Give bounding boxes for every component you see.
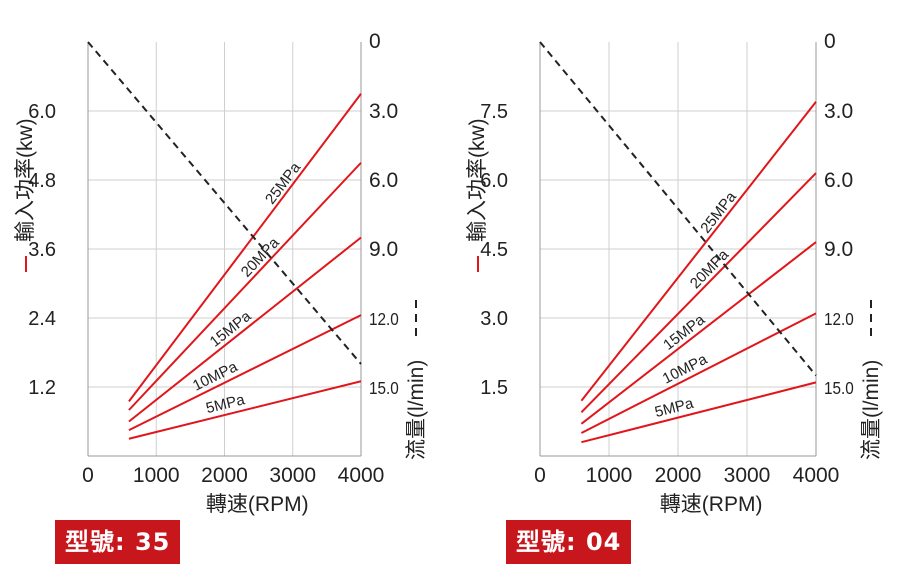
- p1-y-right-axis-label: 流量(l/min): [860, 360, 883, 460]
- p0-y-right-tick-3: 3.0: [369, 100, 398, 123]
- p0-y-left-tick-6: 6.0: [28, 101, 56, 123]
- p0-y-left-tick-4.8: 4.8: [28, 170, 56, 192]
- p0-x-axis-label: 轉速(RPM): [206, 493, 309, 516]
- p1-y-right-tick-12: 12.0: [824, 309, 854, 329]
- p0-power-label-15MPa: 15MPa: [207, 307, 255, 350]
- p0-power-label-5MPa: 5MPa: [204, 391, 247, 417]
- p1-y-left-axis-label: 輸入功率(kw): [466, 118, 489, 242]
- p0-power-line-15MPa: [128, 236, 362, 423]
- p0-power-line-20MPa: [128, 162, 362, 411]
- p1-y-left-tick-1.5: 1.5: [480, 377, 508, 399]
- p1-y-right-tick-0: 0: [824, 30, 836, 53]
- p0-x-tick-3000: 3000: [269, 464, 316, 487]
- p1-x-tick-2000: 2000: [655, 464, 702, 487]
- p0-x-tick-1000: 1000: [133, 464, 180, 487]
- p1-power-label-15MPa: 15MPa: [660, 311, 709, 354]
- p1-flow-line: [539, 41, 817, 377]
- p0-y-right-tick-6: 6.0: [369, 169, 398, 192]
- p0-y-right-tick-15: 15.0: [369, 378, 399, 398]
- p0-power-line-25MPa: [128, 93, 362, 402]
- p0-power-line-5MPa: [128, 380, 362, 440]
- p1-x-tick-0: 0: [534, 464, 546, 487]
- p1-x-axis-label: 轉速(RPM): [660, 493, 763, 516]
- p1-y-left-tick-6: 6.0: [480, 170, 508, 192]
- p0-flow-line: [87, 41, 362, 365]
- p1-y-left-tick-4.5: 4.5: [480, 239, 508, 261]
- p1-power-line-25MPa: [580, 101, 817, 402]
- p0-x-tick-0: 0: [82, 464, 94, 487]
- p0-y-left-tick-3.6: 3.6: [28, 239, 56, 261]
- p1-x-tick-4000: 4000: [793, 464, 840, 487]
- p0-y-right-tick-0: 0: [369, 30, 381, 53]
- p0-x-tick-4000: 4000: [338, 464, 385, 487]
- p1-y-left-tick-3: 3.0: [480, 308, 508, 330]
- p1-power-label-25MPa: 25MPa: [697, 188, 740, 236]
- p1-power-line-15MPa: [580, 241, 817, 425]
- model-badge-35: 型號: 35: [55, 520, 181, 564]
- p1-y-right-tick-15: 15.0: [824, 378, 854, 398]
- p0-y-left-tick-1.2: 1.2: [28, 377, 56, 399]
- p1-y-right-tick-3: 3.0: [824, 100, 853, 123]
- p0-power-label-20MPa: 20MPa: [238, 234, 283, 281]
- p1-x-tick-1000: 1000: [586, 464, 633, 487]
- p1-power-line-10MPa: [580, 312, 817, 434]
- p0-y-right-tick-9: 9.0: [369, 238, 398, 261]
- p1-y-right-tick-9: 9.0: [824, 238, 853, 261]
- p0-y-left-axis-label: 輸入功率(kw): [14, 118, 37, 242]
- p0-x-tick-2000: 2000: [201, 464, 248, 487]
- p1-y-left-tick-7.5: 7.5: [480, 101, 508, 123]
- p0-y-right-tick-12: 12.0: [369, 309, 399, 329]
- p1-power-label-20MPa: 20MPa: [687, 246, 733, 292]
- p1-power-line-5MPa: [581, 381, 817, 444]
- p0-power-line-10MPa: [128, 314, 362, 432]
- p0-power-label-25MPa: 25MPa: [262, 159, 305, 208]
- p1-x-tick-3000: 3000: [724, 464, 771, 487]
- p1-y-right-tick-6: 6.0: [824, 169, 853, 192]
- model-badge-04: 型號: 04: [506, 520, 632, 564]
- p0-power-label-10MPa: 10MPa: [190, 358, 241, 395]
- p1-power-line-20MPa: [580, 172, 817, 414]
- p1-power-label-5MPa: 5MPa: [653, 395, 696, 421]
- p0-y-right-axis-label: 流量(l/min): [405, 360, 428, 460]
- p0-y-left-tick-2.4: 2.4: [28, 308, 56, 330]
